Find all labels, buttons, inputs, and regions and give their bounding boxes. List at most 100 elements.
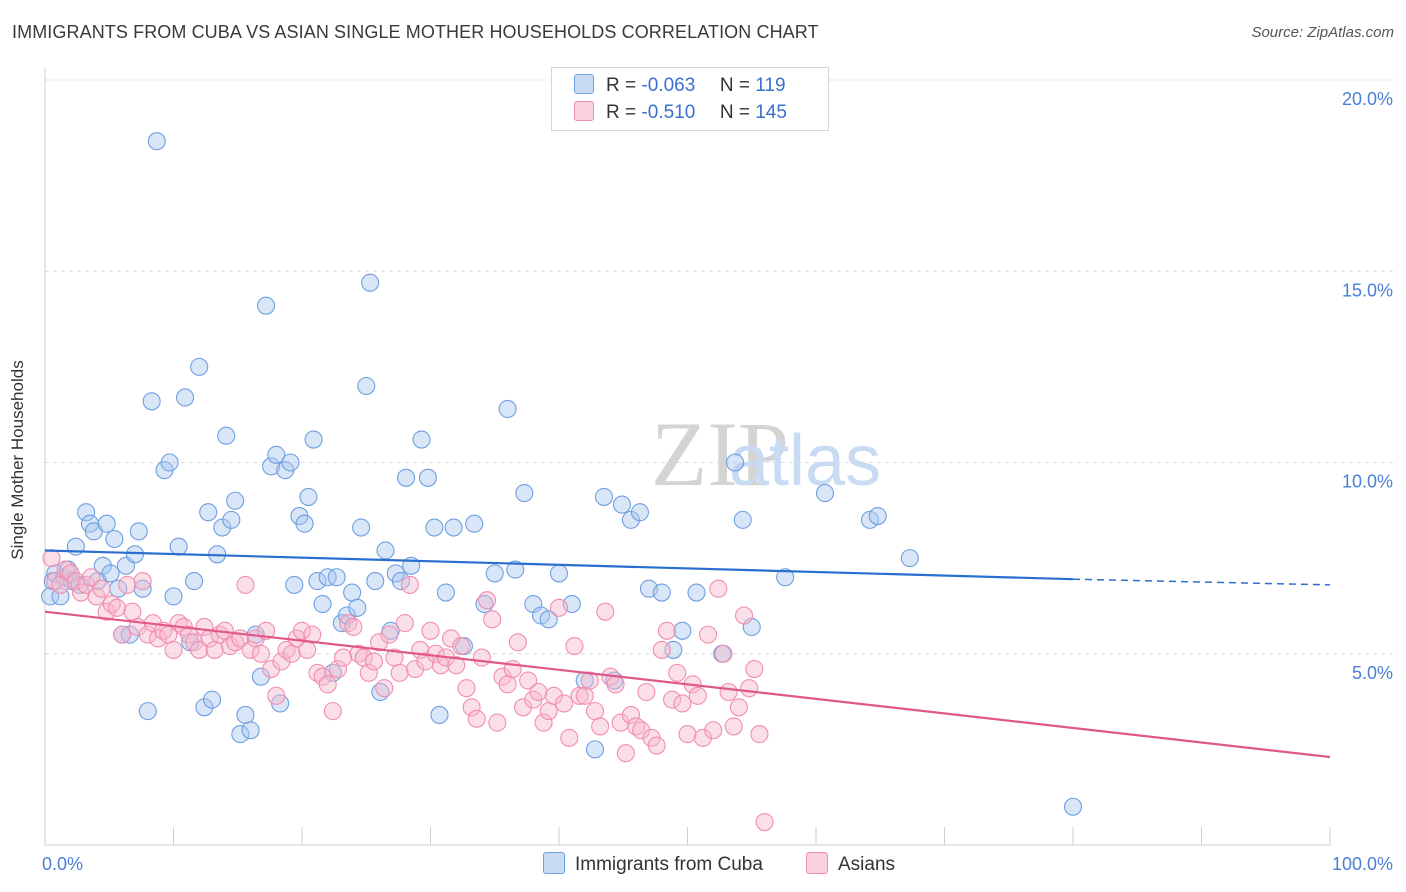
point-asians bbox=[596, 602, 615, 621]
point-asians bbox=[375, 679, 394, 698]
point-cuba bbox=[251, 667, 270, 686]
point-cuba bbox=[267, 445, 286, 464]
point-asians bbox=[513, 698, 533, 717]
point-asians bbox=[704, 721, 723, 740]
point-cuba bbox=[236, 705, 255, 725]
point-cuba bbox=[195, 698, 214, 717]
point-asians bbox=[447, 656, 466, 675]
legend-swatch-cuba bbox=[543, 852, 565, 874]
point-cuba bbox=[652, 583, 671, 602]
point-cuba bbox=[397, 468, 416, 487]
legend-n-label: N = bbox=[719, 102, 750, 123]
point-asians bbox=[606, 675, 625, 694]
point-asians bbox=[539, 702, 558, 721]
point-cuba bbox=[93, 556, 112, 575]
point-cuba bbox=[900, 549, 919, 568]
point-asians bbox=[241, 640, 260, 659]
point-cuba bbox=[222, 510, 241, 529]
point-asians bbox=[719, 682, 738, 702]
point-cuba bbox=[725, 453, 745, 472]
point-asians bbox=[508, 633, 527, 652]
point-cuba bbox=[430, 705, 449, 725]
point-cuba bbox=[125, 545, 144, 564]
point-asians bbox=[688, 686, 707, 705]
legend-n-value: 119 bbox=[755, 75, 786, 96]
point-asians bbox=[442, 629, 461, 648]
point-asians bbox=[570, 686, 589, 705]
point-asians bbox=[750, 725, 769, 744]
point-cuba bbox=[391, 572, 410, 591]
point-asians bbox=[328, 659, 348, 679]
point-asians bbox=[616, 744, 635, 763]
point-asians bbox=[138, 625, 157, 644]
point-asians bbox=[678, 725, 697, 744]
point-asians bbox=[359, 663, 378, 682]
point-cuba bbox=[190, 357, 209, 376]
point-asians bbox=[164, 640, 183, 659]
point-cuba bbox=[97, 514, 116, 533]
legend-row-asians: R = -0.510 N = 145 bbox=[574, 101, 787, 127]
point-asians bbox=[724, 717, 743, 736]
point-cuba bbox=[262, 457, 281, 476]
point-asians bbox=[498, 675, 517, 694]
point-asians bbox=[668, 663, 687, 682]
point-cuba bbox=[138, 702, 157, 721]
legend-swatch-asians bbox=[806, 852, 828, 874]
point-cuba bbox=[815, 484, 835, 503]
point-asians bbox=[66, 572, 85, 591]
point-asians bbox=[123, 602, 142, 621]
point-cuba bbox=[776, 568, 795, 587]
point-cuba bbox=[313, 594, 332, 614]
legend-r-value: -0.063 bbox=[641, 75, 696, 96]
point-asians bbox=[323, 702, 342, 721]
legend-n-label: N = bbox=[719, 75, 750, 96]
watermark-zip: ZIP bbox=[651, 403, 789, 505]
legend-n-value: 145 bbox=[755, 102, 787, 123]
point-cuba bbox=[304, 430, 323, 449]
point-asians bbox=[303, 625, 322, 644]
point-cuba bbox=[733, 510, 752, 529]
point-asians bbox=[118, 575, 137, 594]
point-asians bbox=[477, 591, 497, 610]
point-cuba bbox=[295, 514, 314, 533]
point-cuba bbox=[199, 503, 218, 522]
legend-label-asians: Asians bbox=[838, 854, 896, 875]
point-cuba bbox=[105, 529, 124, 549]
point-asians bbox=[292, 621, 312, 640]
point-cuba bbox=[418, 468, 437, 487]
point-asians bbox=[565, 637, 584, 656]
point-asians bbox=[334, 648, 353, 667]
point-asians bbox=[452, 637, 471, 656]
point-asians bbox=[107, 598, 127, 617]
point-cuba bbox=[343, 583, 362, 602]
point-cuba bbox=[425, 518, 444, 537]
point-cuba bbox=[231, 725, 250, 744]
point-cuba bbox=[285, 575, 304, 594]
legend-item-asians[interactable]: Asians bbox=[806, 852, 895, 876]
correlation-legend: R = -0.063 N = 119 R = -0.510 N = 145 bbox=[551, 67, 829, 131]
point-asians bbox=[637, 682, 656, 702]
point-asians bbox=[483, 610, 502, 629]
point-cuba bbox=[77, 503, 96, 522]
point-cuba bbox=[412, 430, 431, 449]
chart-source: Source: ZipAtlas.com bbox=[1251, 24, 1394, 41]
legend-r-value: -0.510 bbox=[641, 102, 696, 123]
data-points bbox=[41, 132, 1083, 832]
point-cuba bbox=[515, 484, 534, 503]
point-cuba bbox=[299, 487, 318, 506]
point-asians bbox=[755, 812, 774, 832]
point-cuba bbox=[687, 583, 706, 602]
point-cuba bbox=[327, 568, 346, 587]
point-cuba bbox=[485, 564, 504, 583]
legend-item-cuba[interactable]: Immigrants from Cuba bbox=[543, 852, 763, 876]
trend-line-asians bbox=[44, 610, 1331, 759]
point-cuba bbox=[444, 518, 463, 537]
y-tick-label: 5.0% bbox=[1352, 663, 1393, 683]
point-cuba bbox=[361, 273, 380, 292]
point-asians bbox=[113, 625, 132, 644]
point-asians bbox=[282, 644, 301, 663]
point-asians bbox=[699, 625, 718, 644]
point-asians bbox=[426, 644, 445, 663]
point-asians bbox=[236, 575, 255, 594]
point-asians bbox=[92, 579, 111, 598]
